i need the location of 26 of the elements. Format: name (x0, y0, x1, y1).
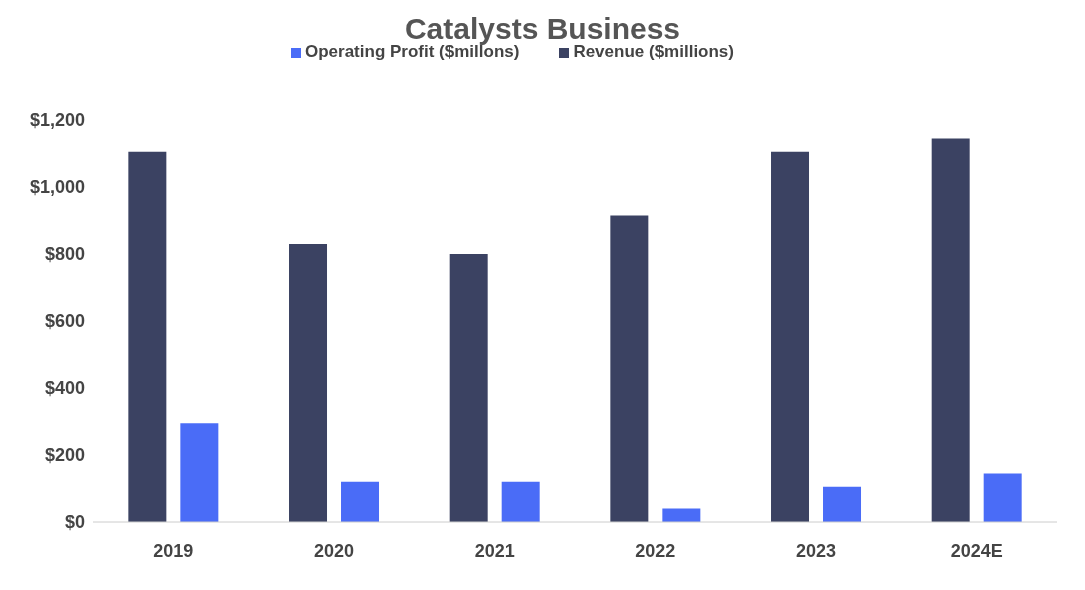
x-tick-label: 2020 (313, 540, 355, 561)
y-tick-label: $1,200 (29, 110, 85, 131)
x-tick-label: 2022 (635, 540, 676, 561)
bar (931, 138, 970, 522)
bar (983, 473, 1022, 522)
bar (341, 481, 380, 522)
y-tick-label: $800 (44, 244, 85, 265)
y-tick-label: $0 (64, 512, 85, 533)
bar (771, 151, 810, 522)
bar (449, 254, 488, 522)
bar (610, 215, 649, 522)
bar (823, 486, 862, 522)
bar (289, 243, 328, 522)
x-tick-label: 2021 (474, 540, 515, 561)
legend-label: Revenue ($millions) (573, 42, 734, 61)
bar (180, 423, 219, 522)
x-tick-label: 2019 (153, 540, 194, 561)
y-tick-label: $600 (44, 311, 85, 332)
bar (662, 508, 701, 522)
bar (128, 151, 167, 522)
bar (501, 481, 540, 522)
y-tick-label: $400 (44, 378, 85, 399)
x-tick-label: 2023 (795, 540, 837, 561)
y-tick-label: $200 (44, 445, 85, 466)
x-tick-label: 2024E (950, 540, 1003, 561)
y-tick-label: $1,000 (29, 177, 85, 198)
